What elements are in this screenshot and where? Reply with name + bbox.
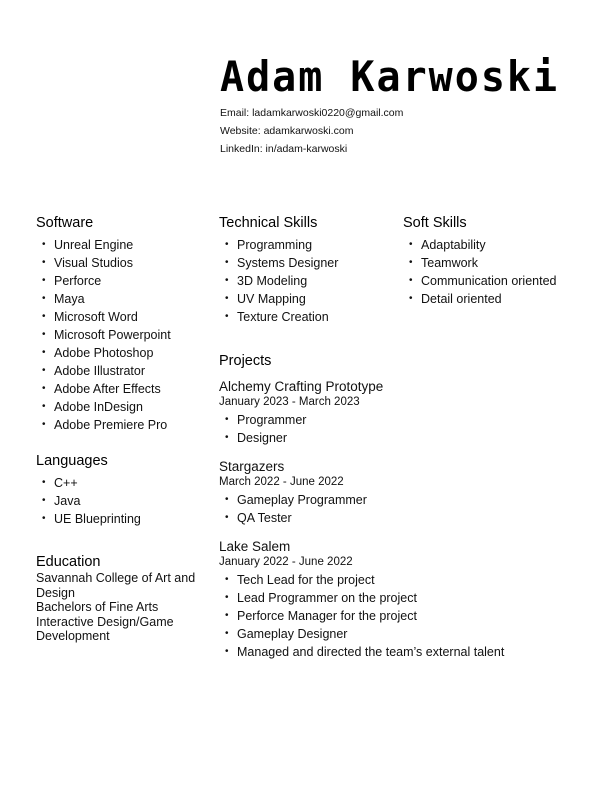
list-item: Managed and directed the team’s external… <box>219 643 504 661</box>
technical-skills-section: Technical Skills Programming Systems Des… <box>219 214 338 326</box>
soft-skills-section: Soft Skills Adaptability Teamwork Commun… <box>403 214 557 308</box>
contact-info: Email: ladamkarwoski0220@gmail.com Websi… <box>220 104 403 158</box>
list-item: Tech Lead for the project <box>219 571 504 589</box>
list-item: Perforce Manager for the project <box>219 607 504 625</box>
list-item: Perforce <box>36 272 171 290</box>
project-title: Alchemy Crafting Prototype <box>219 379 384 394</box>
technical-skills-list: Programming Systems Designer 3D Modeling… <box>219 236 338 326</box>
list-item: Adaptability <box>403 236 557 254</box>
languages-list: C++ Java UE Blueprinting <box>36 474 141 528</box>
technical-skills-heading: Technical Skills <box>219 215 318 231</box>
software-section: Software Unreal Engine Visual Studios Pe… <box>36 214 171 434</box>
list-item: Programming <box>219 236 338 254</box>
list-item: Gameplay Designer <box>219 625 504 643</box>
list-item: 3D Modeling <box>219 272 338 290</box>
website-line: Website: adamkarwoski.com <box>220 125 354 137</box>
soft-skills-list: Adaptability Teamwork Communication orie… <box>403 236 557 308</box>
education-heading: Education <box>36 554 101 570</box>
resume-name: Adam Karwoski <box>220 53 560 102</box>
languages-section: Languages C++ Java UE Blueprinting <box>36 452 141 528</box>
list-item: Communication oriented <box>403 272 557 290</box>
list-item: Gameplay Programmer <box>219 491 504 509</box>
project-roles: Tech Lead for the project Lead Programme… <box>219 571 504 661</box>
email-line: Email: ladamkarwoski0220@gmail.com <box>220 107 404 119</box>
list-item: UV Mapping <box>219 290 338 308</box>
list-item: Lead Programmer on the project <box>219 589 504 607</box>
project-dates: January 2023 - March 2023 <box>219 396 360 408</box>
education-line: Interactive Design/Game <box>36 614 174 629</box>
education-line: Bachelors of Fine Arts <box>36 600 159 614</box>
software-heading: Software <box>36 215 94 231</box>
project-roles: Gameplay Programmer QA Tester <box>219 491 504 527</box>
project-entry: Alchemy Crafting Prototype January 2023 … <box>219 379 504 447</box>
project-title: Stargazers <box>219 459 285 474</box>
list-item: C++ <box>36 474 141 492</box>
list-item: Unreal Engine <box>36 236 171 254</box>
project-roles: Programmer Designer <box>219 411 504 447</box>
list-item: Adobe After Effects <box>36 380 171 398</box>
list-item: Adobe Photoshop <box>36 344 171 362</box>
project-entry: Lake Salem January 2022 - June 2022 Tech… <box>219 539 504 661</box>
list-item: Microsoft Word <box>36 308 171 326</box>
list-item: Programmer <box>219 411 504 429</box>
list-item: Visual Studios <box>36 254 171 272</box>
list-item: Adobe InDesign <box>36 398 171 416</box>
project-entry: Stargazers March 2022 - June 2022 Gamepl… <box>219 459 504 527</box>
list-item: Designer <box>219 429 504 447</box>
education-line: Savannah College of Art and <box>36 571 196 585</box>
list-item: Adobe Illustrator <box>36 362 171 380</box>
list-item: Detail oriented <box>403 290 557 308</box>
soft-skills-heading: Soft Skills <box>403 215 467 231</box>
education-line: Development <box>36 629 110 643</box>
software-list: Unreal Engine Visual Studios Perforce Ma… <box>36 236 171 434</box>
education-section: Education Savannah College of Art and De… <box>36 553 195 644</box>
list-item: Adobe Premiere Pro <box>36 416 171 434</box>
list-item: Java <box>36 492 141 510</box>
list-item: Systems Designer <box>219 254 338 272</box>
project-dates: March 2022 - June 2022 <box>219 476 344 488</box>
list-item: Microsoft Powerpoint <box>36 326 171 344</box>
education-line: Design <box>36 585 75 600</box>
list-item: Texture Creation <box>219 308 338 326</box>
projects-heading: Projects <box>219 353 272 369</box>
project-dates: January 2022 - June 2022 <box>219 556 353 568</box>
linkedin-line: LinkedIn: in/adam-karwoski <box>220 143 348 155</box>
list-item: QA Tester <box>219 509 504 527</box>
list-item: Teamwork <box>403 254 557 272</box>
list-item: Maya <box>36 290 171 308</box>
project-title: Lake Salem <box>219 539 291 554</box>
projects-section: Projects Alchemy Crafting Prototype Janu… <box>219 352 504 661</box>
list-item: UE Blueprinting <box>36 510 141 528</box>
languages-heading: Languages <box>36 453 108 469</box>
